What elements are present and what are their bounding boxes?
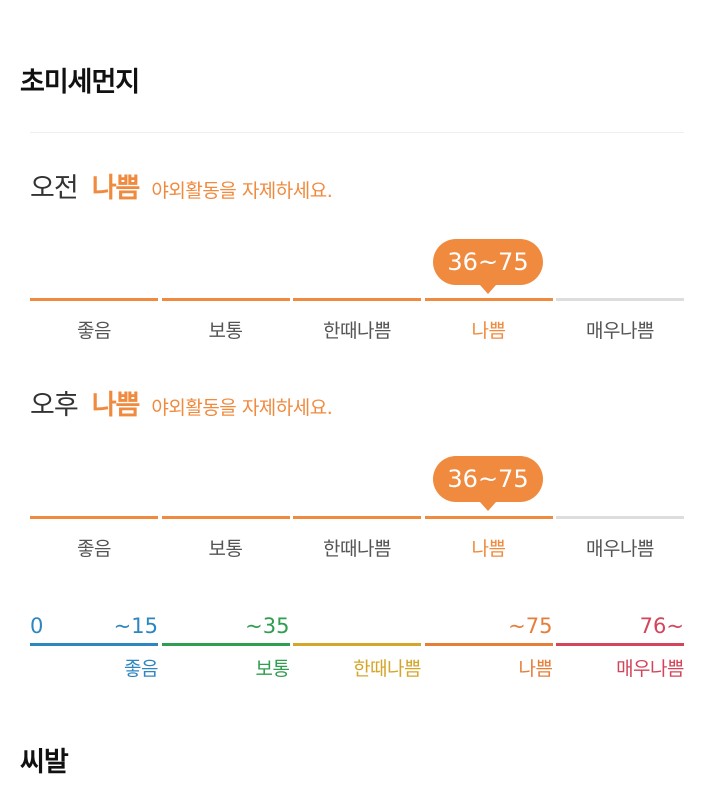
period-grade: 나쁨: [91, 390, 141, 421]
period-message: 야외활동을 자제하세요.: [151, 180, 333, 202]
range-tooltip: 36~75: [433, 239, 543, 285]
legend-name: 좋음: [124, 658, 158, 680]
scale-label: 좋음: [77, 538, 111, 560]
scale-label: 매우나쁨: [586, 538, 654, 560]
legend-threshold: 76~: [639, 614, 684, 638]
legend-line: [30, 643, 158, 646]
scale-segment-normal: [161, 516, 290, 519]
scale-segment-sensitive: [293, 298, 421, 301]
period-grade: 나쁨: [91, 173, 141, 204]
legend-threshold: ~35: [245, 614, 290, 638]
scale-label: 한때나쁨: [323, 538, 391, 560]
scale-label: 매우나쁨: [586, 320, 654, 342]
legend-line: [293, 643, 421, 646]
legend-threshold: ~75: [508, 614, 553, 638]
scale-segment-very-bad: [556, 298, 684, 301]
legend-values: ~75: [425, 612, 553, 638]
legend-name: 매우나쁨: [616, 658, 684, 680]
scale-segment-good: [30, 298, 158, 301]
afternoon-scale-labels: 좋음 보통 한때나쁨 나쁨 매우나쁨: [30, 534, 684, 561]
legend-normal: ~35 보통: [161, 612, 290, 681]
scale-label: 보통: [208, 538, 243, 560]
legend-values: [293, 612, 421, 638]
legend-values: 76~: [556, 612, 684, 638]
morning-scale-labels: 좋음 보통 한때나쁨 나쁨 매우나쁨: [30, 316, 684, 343]
page-title: 초미세먼지: [20, 67, 140, 98]
afternoon-scale-bar: [30, 516, 684, 519]
range-tooltip: 36~75: [433, 456, 543, 502]
period-label: 오후: [30, 390, 79, 421]
morning-status: 오전 나쁨 야외활동을 자제하세요.: [30, 166, 333, 206]
scale-segment-bad: [424, 516, 553, 519]
legend-name: 한때나쁨: [353, 658, 421, 680]
scale-label: 보통: [208, 320, 243, 342]
scale-label: 한때나쁨: [323, 320, 391, 342]
grade-legend: 0 ~15 좋음 ~35 보통 한때나쁨 ~75 나쁨 76~: [30, 612, 685, 681]
morning-scale-bar: [30, 298, 684, 301]
scale-segment-sensitive: [293, 516, 421, 519]
legend-name: 나쁨: [518, 658, 553, 680]
legend-line: [424, 643, 553, 646]
period-label: 오전: [30, 173, 79, 204]
scale-segment-good: [30, 516, 158, 519]
legend-sensitive: 한때나쁨: [293, 612, 422, 681]
scale-label: 좋음: [77, 320, 111, 342]
legend-values: ~35: [162, 612, 290, 638]
scale-label: 나쁨: [471, 320, 506, 342]
divider: [30, 132, 684, 133]
legend-line: [161, 643, 290, 646]
tooltip-arrow: [480, 502, 496, 511]
legend-values: 0 ~15: [30, 612, 158, 638]
scale-label: 나쁨: [471, 538, 506, 560]
scale-segment-normal: [161, 298, 290, 301]
footer-text: 씨발: [20, 747, 69, 778]
legend-start-value: 0: [30, 614, 44, 638]
legend-name: 보통: [255, 658, 290, 680]
scale-segment-very-bad: [556, 516, 684, 519]
afternoon-status: 오후 나쁨 야외활동을 자제하세요.: [30, 383, 333, 423]
legend-line: [556, 643, 684, 646]
legend-good: 0 ~15 좋음: [30, 612, 159, 681]
legend-threshold: ~15: [113, 614, 158, 638]
tooltip-arrow: [480, 285, 496, 294]
legend-very-bad: 76~ 매우나쁨: [556, 612, 685, 681]
period-message: 야외활동을 자제하세요.: [151, 397, 333, 419]
scale-segment-bad: [424, 298, 553, 301]
legend-bad: ~75 나쁨: [424, 612, 553, 681]
